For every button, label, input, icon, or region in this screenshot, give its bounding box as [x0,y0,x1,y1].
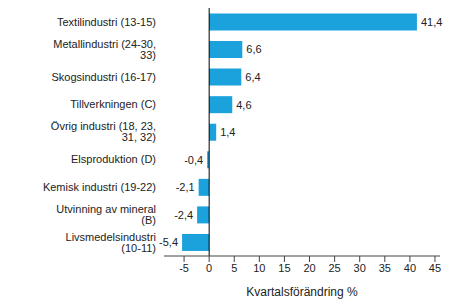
svg-text:Tillverkningen (C): Tillverkningen (C) [70,98,156,110]
svg-text:Skogsindustri (16-17): Skogsindustri (16-17) [51,71,156,83]
svg-text:Elsproduktion (D): Elsproduktion (D) [71,153,156,165]
svg-text:41,4: 41,4 [421,16,442,28]
svg-text:0: 0 [206,262,212,274]
svg-text:Livsmedelsindustri(10-11): Livsmedelsindustri(10-11) [66,231,156,254]
svg-text:Övrig industri (18, 23,31, 32): Övrig industri (18, 23,31, 32) [51,120,156,143]
svg-text:40: 40 [404,262,416,274]
svg-text:6,6: 6,6 [246,43,261,55]
svg-text:30: 30 [354,262,366,274]
svg-text:15: 15 [278,262,290,274]
svg-text:-5: -5 [179,262,189,274]
svg-text:4,6: 4,6 [236,99,251,111]
svg-text:Kvartalsförändring %: Kvartalsförändring % [246,285,358,299]
svg-text:10: 10 [253,262,265,274]
svg-text:6,4: 6,4 [245,71,260,83]
svg-text:Utvinning av mineral(B): Utvinning av mineral(B) [56,203,156,226]
svg-text:20: 20 [303,262,315,274]
svg-text:35: 35 [379,262,391,274]
svg-text:-2,1: -2,1 [176,181,195,193]
svg-text:1,4: 1,4 [220,126,235,138]
svg-text:5: 5 [231,262,237,274]
svg-text:Textilindustri (13-15): Textilindustri (13-15) [57,16,156,28]
svg-text:Metallindustri (24-30,33): Metallindustri (24-30,33) [53,38,156,61]
svg-text:-0,4: -0,4 [184,154,203,166]
svg-text:Kemisk industri (19-22): Kemisk industri (19-22) [43,181,156,193]
svg-text:25: 25 [328,262,340,274]
svg-text:-5,4: -5,4 [159,236,178,248]
svg-text:-2,4: -2,4 [174,209,193,221]
svg-text:45: 45 [429,262,441,274]
